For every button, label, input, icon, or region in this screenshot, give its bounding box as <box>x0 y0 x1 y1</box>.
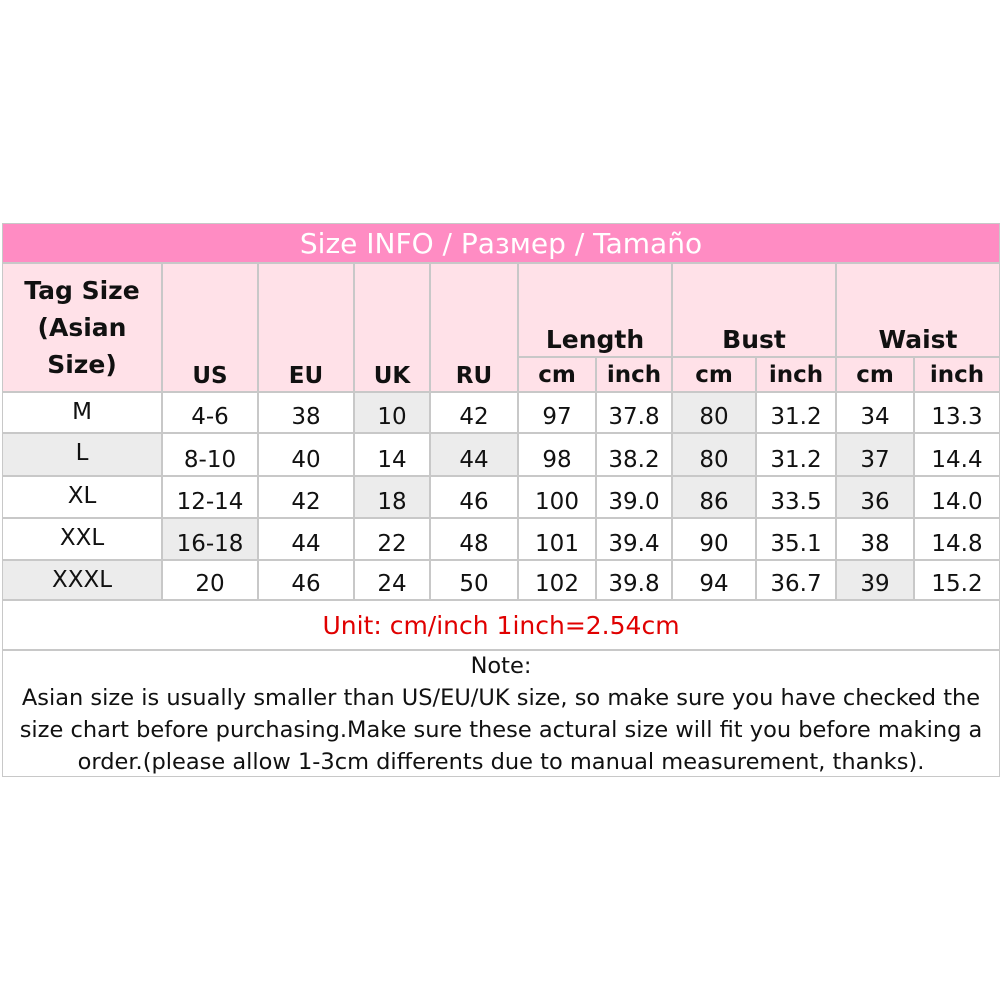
column-header: EU <box>258 263 354 392</box>
note-line: Asian size is usually smaller than US/EU… <box>21 684 981 711</box>
size-value: 20 <box>162 560 258 600</box>
size-value: 37.8 <box>596 392 672 433</box>
size-value: 14.4 <box>914 433 1000 476</box>
size-value: 14.0 <box>914 476 1000 518</box>
tag-size-line: Tag Size <box>24 276 140 305</box>
unit-header: cm <box>518 357 596 392</box>
size-value: 15.2 <box>914 560 1000 600</box>
size-value: 16-18 <box>162 518 258 560</box>
size-value: 98 <box>518 433 596 476</box>
tag-size-line: (Asian <box>37 313 127 342</box>
size-value: 44 <box>258 518 354 560</box>
size-value: 38 <box>836 518 914 560</box>
unit-header: inch <box>914 357 1000 392</box>
size-value: 101 <box>518 518 596 560</box>
size-value: 8-10 <box>162 433 258 476</box>
group-header: Bust <box>672 263 836 357</box>
tag-size-line: Size) <box>47 350 117 379</box>
size-value: 50 <box>430 560 518 600</box>
size-value: 13.3 <box>914 392 1000 433</box>
size-value: 80 <box>672 392 756 433</box>
column-header: RU <box>430 263 518 392</box>
size-value: 14.8 <box>914 518 1000 560</box>
size-value: 10 <box>354 392 430 433</box>
group-header: Length <box>518 263 672 357</box>
unit-header: cm <box>836 357 914 392</box>
tag-size: M <box>2 392 162 433</box>
size-value: 34 <box>836 392 914 433</box>
size-value: 31.2 <box>756 433 836 476</box>
tag-size: L <box>2 433 162 476</box>
size-value: 48 <box>430 518 518 560</box>
size-value: 44 <box>430 433 518 476</box>
size-value: 38.2 <box>596 433 672 476</box>
size-value: 24 <box>354 560 430 600</box>
size-value: 90 <box>672 518 756 560</box>
size-value: 12-14 <box>162 476 258 518</box>
tag-size: XXXL <box>2 560 162 600</box>
unit-note: Unit: cm/inch 1inch=2.54cm <box>2 600 1000 650</box>
size-value: 97 <box>518 392 596 433</box>
title: Size INFO / Размер / Tamaño <box>2 223 1000 263</box>
note-line: order.(please allow 1-3cm differents due… <box>77 748 925 775</box>
unit-header: inch <box>756 357 836 392</box>
size-value: 4-6 <box>162 392 258 433</box>
size-value: 42 <box>430 392 518 433</box>
size-value: 39.8 <box>596 560 672 600</box>
column-header: UK <box>354 263 430 392</box>
size-value: 36 <box>836 476 914 518</box>
size-value: 100 <box>518 476 596 518</box>
size-value: 46 <box>258 560 354 600</box>
size-value: 102 <box>518 560 596 600</box>
size-value: 46 <box>430 476 518 518</box>
size-value: 39.0 <box>596 476 672 518</box>
note-line: size chart before purchasing.Make sure t… <box>19 716 983 743</box>
size-value: 35.1 <box>756 518 836 560</box>
size-value: 33.5 <box>756 476 836 518</box>
unit-header: cm <box>672 357 756 392</box>
size-value: 22 <box>354 518 430 560</box>
size-value: 42 <box>258 476 354 518</box>
tag-size: XL <box>2 476 162 518</box>
unit-header: inch <box>596 357 672 392</box>
size-value: 86 <box>672 476 756 518</box>
size-value: 14 <box>354 433 430 476</box>
size-value: 94 <box>672 560 756 600</box>
column-header: US <box>162 263 258 392</box>
size-value: 38 <box>258 392 354 433</box>
tag-size-header: Tag Size (Asian Size) <box>2 263 162 392</box>
tag-size: XXL <box>2 518 162 560</box>
size-value: 31.2 <box>756 392 836 433</box>
size-value: 39.4 <box>596 518 672 560</box>
group-header: Waist <box>836 263 1000 357</box>
size-value: 80 <box>672 433 756 476</box>
note: Note: Asian size is usually smaller than … <box>2 650 1000 777</box>
size-value: 36.7 <box>756 560 836 600</box>
note-line: Note: <box>470 652 532 679</box>
size-value: 18 <box>354 476 430 518</box>
size-value: 39 <box>836 560 914 600</box>
size-value: 37 <box>836 433 914 476</box>
size-value: 40 <box>258 433 354 476</box>
